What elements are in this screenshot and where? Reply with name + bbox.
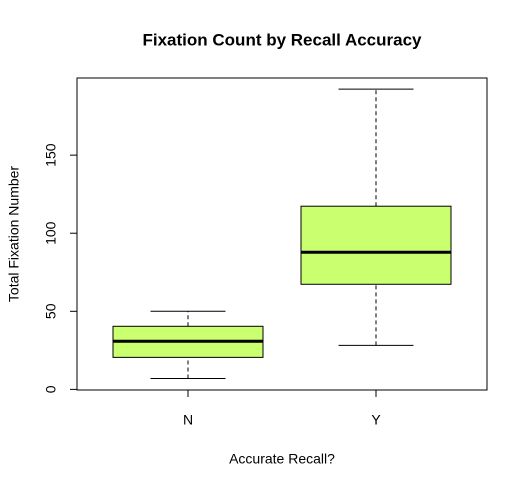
- y-tick-label: 100: [43, 221, 59, 245]
- plot-frame: [76, 77, 488, 391]
- y-axis-label: Total Fixation Number: [6, 166, 22, 303]
- x-axis-label: Accurate Recall?: [229, 451, 335, 467]
- y-tick-label: 50: [43, 303, 59, 319]
- box: [300, 205, 452, 285]
- x-tick-label: N: [183, 412, 193, 428]
- y-tick-label: 0: [43, 385, 59, 393]
- chart-title: Fixation Count by Recall Accuracy: [143, 30, 423, 49]
- y-tick-label: 150: [43, 143, 59, 167]
- x-tick-label: Y: [371, 412, 381, 428]
